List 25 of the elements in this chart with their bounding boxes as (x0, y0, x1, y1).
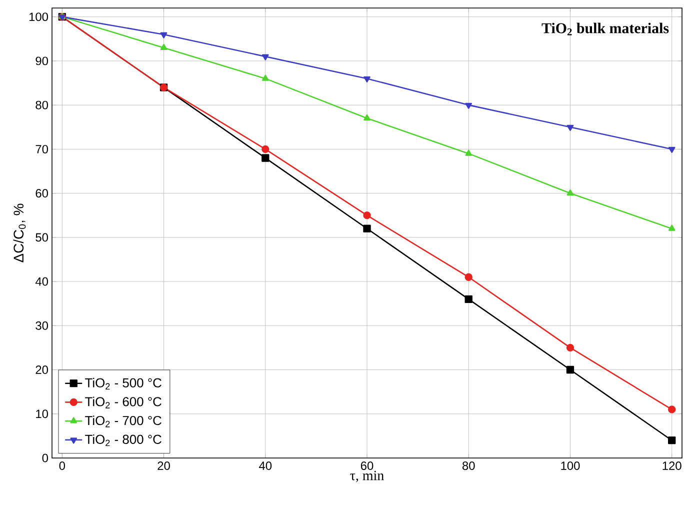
x-axis-title: τ, min (350, 470, 384, 482)
x-tick-label: 20 (158, 462, 170, 470)
y-axis-title: ΔC/C$_{0}$, % (13, 204, 26, 262)
x-tick-label: 0 (59, 462, 66, 470)
legend-label: TiO$_{2}$ - 800 °C (85, 434, 162, 446)
y-tick-label: 10 (36, 410, 48, 418)
x-tick-label: 100 (561, 462, 580, 470)
y-tick-label: 90 (36, 56, 48, 66)
y-tick-label: 20 (36, 366, 48, 374)
x-tick-label: 120 (662, 462, 682, 470)
x-tick-label: 40 (259, 462, 272, 470)
y-tick-label: 40 (35, 277, 48, 286)
y-tick-label: 30 (36, 321, 48, 330)
y-tick-label: 60 (36, 189, 48, 198)
y-tick-label: 0 (42, 454, 48, 462)
annotation: TiO$_{2}$ bulk materials (542, 22, 669, 36)
y-tick-label: 80 (36, 100, 48, 110)
y-tick-label: 50 (36, 233, 48, 242)
y-tick-label: 70 (36, 144, 48, 154)
x-tick-label: 60 (360, 462, 374, 470)
legend-label: TiO$_{2}$ - 600 °C (85, 396, 162, 408)
legend-label: TiO$_{2}$ - 700 °C (85, 416, 162, 428)
legend-label: TiO$_{2}$ - 500 °C (85, 378, 162, 390)
x-tick-label: 80 (462, 462, 475, 470)
y-tick-label: 100 (29, 12, 48, 22)
